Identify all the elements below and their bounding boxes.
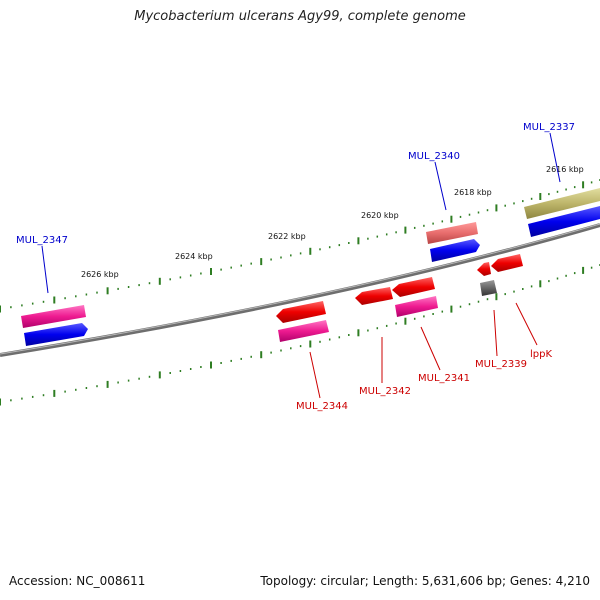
scale-label-2620: 2620 kbp [361, 211, 399, 220]
gene-mul-2340-cds[interactable] [430, 239, 480, 262]
gene-mul-2347-cds[interactable] [24, 323, 88, 346]
scale-label-2622: 2622 kbp [268, 232, 306, 241]
scale-ticks-reverse [0, 264, 600, 406]
gene-lppk[interactable] [491, 254, 523, 272]
genome-backbone [0, 223, 600, 357]
gene-mul-2337[interactable] [524, 188, 600, 219]
scale-label-2618: 2618 kbp [454, 188, 492, 197]
callout-line-mul-2339 [493, 309, 498, 357]
callout-line-mul-2347 [41, 245, 49, 294]
scale-ticks-forward [0, 179, 600, 313]
gene-mul-2342[interactable] [355, 287, 393, 305]
scale-label-2626: 2626 kbp [81, 270, 119, 279]
label-mul-2344[interactable]: MUL_2344 [296, 401, 348, 412]
gene-mul-2339[interactable] [477, 262, 491, 276]
callout-line-mul-2341 [420, 326, 441, 371]
gene-mul-2341[interactable] [392, 277, 435, 297]
genome-backbone-highlight [0, 223, 600, 355]
scale-label-2616: 2616 kbp [546, 165, 584, 174]
callout-line-mul-2337 [549, 132, 561, 183]
label-mul-2339[interactable]: MUL_2339 [475, 359, 527, 370]
gene-mul-2340[interactable] [426, 222, 478, 244]
gene-mul-2339-cds[interactable] [480, 280, 497, 296]
scale-label-2624: 2624 kbp [175, 252, 213, 261]
map-title: Mycobacterium ulcerans Agy99, complete g… [134, 9, 466, 24]
gene-mul-2344-cds[interactable] [278, 320, 329, 342]
label-mul-2337[interactable]: MUL_2337 [523, 122, 575, 133]
gene-mul-2341-cds[interactable] [395, 296, 438, 317]
topology-text: Topology: circular; Length: 5,631,606 bp… [260, 574, 590, 588]
label-mul-2341[interactable]: MUL_2341 [418, 373, 470, 384]
gene-mul-2337-cds[interactable] [528, 206, 600, 237]
accession-text: Accession: NC_008611 [9, 574, 146, 588]
label-mul-2342[interactable]: MUL_2342 [359, 386, 411, 397]
gene-mul-2347[interactable] [21, 305, 86, 328]
label-lppk[interactable]: lppK [530, 349, 552, 360]
label-mul-2347[interactable]: MUL_2347 [16, 235, 68, 246]
callout-line-lppk [515, 302, 538, 346]
callout-line-mul-2344 [309, 351, 321, 399]
callout-line-mul-2340 [434, 161, 447, 211]
label-mul-2340[interactable]: MUL_2340 [408, 151, 460, 162]
gene-mul-2344[interactable] [276, 301, 326, 323]
